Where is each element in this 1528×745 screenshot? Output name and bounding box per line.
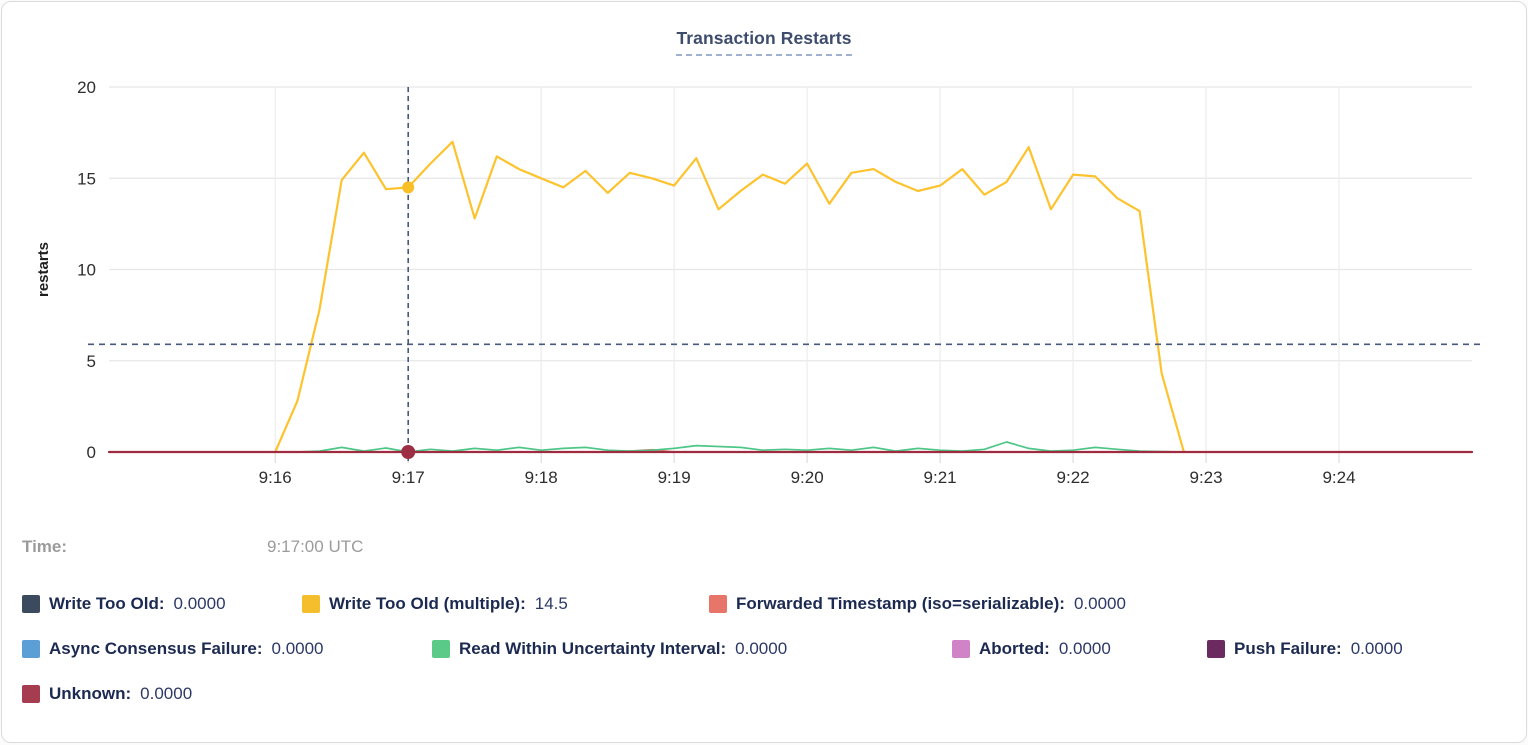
hover-time-label: Time:: [22, 537, 68, 556]
legend-swatch-forwarded-timestamp: [709, 595, 727, 613]
legend-item-aborted: Aborted: 0.0000: [952, 639, 1111, 659]
hover-time-row: Time: 9:17:00 UTC: [22, 537, 722, 561]
svg-text:9:20: 9:20: [791, 468, 824, 487]
legend-value: 0.0000: [1073, 594, 1126, 613]
legend-label: Read Within Uncertainty Interval:: [459, 639, 727, 658]
svg-text:9:24: 9:24: [1322, 468, 1355, 487]
legend-value: 0.0000: [1058, 639, 1111, 658]
legend-swatch-push-failure: [1207, 640, 1225, 658]
legend-value: 0.0000: [173, 594, 226, 613]
svg-text:9:23: 9:23: [1190, 468, 1223, 487]
legend-item-write-too-old: Write Too Old: 0.0000: [22, 594, 226, 614]
transaction-restarts-chart[interactable]: 0 5 10 15 20 9:16 9:17 9:18 9:19 9:20 9:21 9:22 9:23…: [2, 62, 1527, 507]
legend-item-forwarded-timestamp: Forwarded Timestamp (iso=serializable): …: [709, 594, 1126, 614]
svg-text:9:18: 9:18: [525, 468, 558, 487]
chart-header: Transaction Restarts: [2, 28, 1526, 56]
legend-item-push-failure: Push Failure: 0.0000: [1207, 639, 1403, 659]
legend-label: Unknown:: [49, 684, 132, 703]
legend-swatch-write-too-old: [22, 595, 40, 613]
legend-label: Write Too Old:: [49, 594, 165, 613]
legend-value: 14.5: [534, 594, 568, 613]
legend-swatch-async-consensus-failure: [22, 640, 40, 658]
legend-label: Aborted:: [979, 639, 1050, 658]
legend-swatch-write-too-old-multiple: [302, 595, 320, 613]
svg-text:0: 0: [87, 443, 96, 462]
legend-swatch-read-within-uncertainty: [432, 640, 450, 658]
chart-title[interactable]: Transaction Restarts: [676, 28, 852, 56]
legend-swatch-unknown: [22, 685, 40, 703]
svg-text:9:17: 9:17: [392, 468, 425, 487]
legend-swatch-aborted: [952, 640, 970, 658]
svg-text:restarts: restarts: [35, 242, 52, 297]
hover-time-value: 9:17:00 UTC: [267, 537, 364, 556]
legend-label: Async Consensus Failure:: [49, 639, 263, 658]
legend-value: 0.0000: [271, 639, 324, 658]
legend-label: Forwarded Timestamp (iso=serializable):: [736, 594, 1065, 613]
svg-text:9:22: 9:22: [1057, 468, 1090, 487]
chart-legend: Write Too Old: 0.0000 Write Too Old (mul…: [2, 594, 1526, 734]
legend-item-read-within-uncertainty: Read Within Uncertainty Interval: 0.0000: [432, 639, 787, 659]
svg-text:9:16: 9:16: [259, 468, 292, 487]
legend-item-async-consensus-failure: Async Consensus Failure: 0.0000: [22, 639, 324, 659]
legend-value: 0.0000: [1350, 639, 1403, 658]
legend-item-write-too-old-multiple: Write Too Old (multiple): 14.5: [302, 594, 568, 614]
svg-text:15: 15: [77, 169, 96, 188]
legend-label: Write Too Old (multiple):: [329, 594, 526, 613]
svg-text:9:21: 9:21: [924, 468, 957, 487]
svg-text:20: 20: [77, 78, 96, 97]
legend-label: Push Failure:: [1234, 639, 1342, 658]
legend-item-unknown: Unknown: 0.0000: [22, 684, 192, 704]
svg-text:10: 10: [77, 261, 96, 280]
legend-value: 0.0000: [140, 684, 193, 703]
legend-value: 0.0000: [735, 639, 788, 658]
svg-text:5: 5: [87, 352, 96, 371]
svg-text:9:19: 9:19: [658, 468, 691, 487]
